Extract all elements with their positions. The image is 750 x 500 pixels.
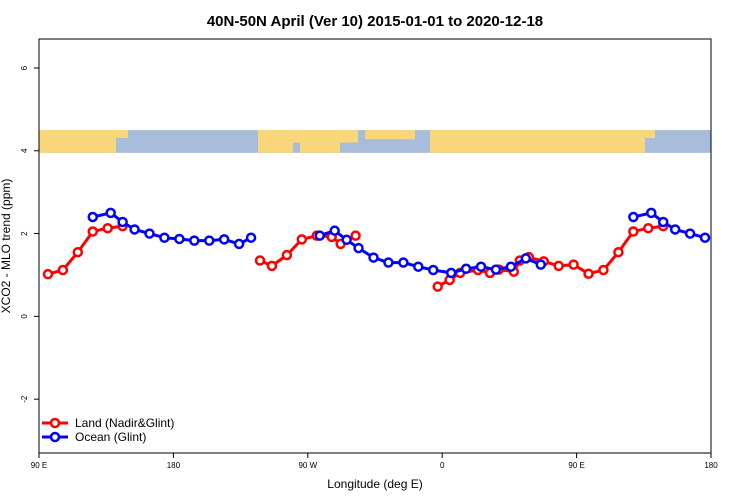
data-point xyxy=(72,246,84,258)
data-point xyxy=(505,261,517,272)
data-point xyxy=(490,264,502,275)
data-point xyxy=(87,226,99,237)
chart-title: 40N-50N April (Ver 10) 2015-01-01 to 202… xyxy=(207,13,543,30)
data-point xyxy=(57,264,69,276)
data-point xyxy=(445,267,457,279)
map-land xyxy=(430,130,645,153)
data-point xyxy=(329,225,340,236)
y-tick-label: -2 xyxy=(20,395,29,403)
y-tick-label: 6 xyxy=(20,65,29,70)
y-axis-label: XCO2 - MLO trend (ppm) xyxy=(0,179,13,314)
legend-swatch-marker xyxy=(49,417,61,429)
data-point xyxy=(87,211,99,223)
data-point xyxy=(350,230,361,241)
data-point xyxy=(535,259,547,270)
map-land xyxy=(116,130,128,139)
x-tick-label: 90 E xyxy=(31,461,47,470)
data-point xyxy=(129,224,140,235)
data-point xyxy=(475,261,487,272)
legend: Land (Nadir&Glint)Ocean (Glint) xyxy=(42,416,174,444)
series-line xyxy=(319,229,542,275)
data-point xyxy=(553,260,564,272)
series-line xyxy=(436,224,664,288)
data-point xyxy=(144,228,155,239)
legend-label: Land (Nadir&Glint) xyxy=(75,416,174,430)
data-point xyxy=(657,216,669,228)
data-point xyxy=(613,246,624,258)
map-land xyxy=(258,130,293,153)
x-tick-label: 90 E xyxy=(568,461,584,470)
data-point xyxy=(669,224,681,235)
map-land xyxy=(39,130,116,153)
legend-label: Ocean (Glint) xyxy=(75,430,146,444)
series-1 xyxy=(87,207,711,279)
data-point xyxy=(699,232,711,243)
data-point xyxy=(427,264,439,276)
world-map-band xyxy=(39,130,711,153)
data-point xyxy=(628,226,639,237)
data-point xyxy=(520,253,532,264)
data-point xyxy=(296,234,308,245)
data-point xyxy=(628,211,639,223)
plot-frame xyxy=(38,38,712,454)
x-tick-label: 180 xyxy=(167,461,181,470)
map-land xyxy=(645,130,655,139)
data-point xyxy=(245,232,257,243)
data-point xyxy=(233,238,245,250)
data-point xyxy=(189,235,200,246)
map-land xyxy=(300,142,340,153)
data-point xyxy=(398,257,409,268)
data-point xyxy=(105,207,116,219)
data-point xyxy=(218,234,230,245)
y-tick-label: 0 xyxy=(20,314,29,319)
data-point xyxy=(281,249,293,261)
data-point xyxy=(383,257,394,268)
x-tick-label: 0 xyxy=(440,461,445,470)
data-point xyxy=(684,228,696,239)
y-tick-label: 2 xyxy=(20,231,29,236)
data-point xyxy=(460,263,472,275)
data-point xyxy=(254,255,266,266)
data-point xyxy=(583,268,594,279)
data-point xyxy=(413,261,424,272)
data-point xyxy=(174,233,185,245)
data-point xyxy=(42,268,54,280)
data-point xyxy=(353,242,364,254)
x-tick-label: 180 xyxy=(704,461,718,470)
data-point xyxy=(314,230,325,241)
x-tick-label: 90 W xyxy=(298,461,317,470)
data-point xyxy=(646,207,657,219)
series-layer xyxy=(42,207,711,292)
data-point xyxy=(341,234,352,246)
data-point xyxy=(598,264,609,276)
x-axis-label: Longitude (deg E) xyxy=(327,477,422,491)
data-point xyxy=(266,260,278,272)
data-point xyxy=(117,216,128,228)
data-point xyxy=(643,222,654,234)
data-point xyxy=(102,222,113,234)
legend-swatch-marker xyxy=(49,431,61,443)
y-axis: -2 0 2 4 6 xyxy=(20,65,39,403)
map-land xyxy=(365,130,415,140)
data-point xyxy=(203,235,215,246)
x-axis: 90 E 180 90 W 0 90 E 180 xyxy=(31,453,718,470)
data-point xyxy=(368,252,379,263)
data-point xyxy=(159,232,170,243)
data-point xyxy=(568,259,579,270)
y-tick-label: 4 xyxy=(20,148,29,153)
data-point xyxy=(432,281,443,292)
